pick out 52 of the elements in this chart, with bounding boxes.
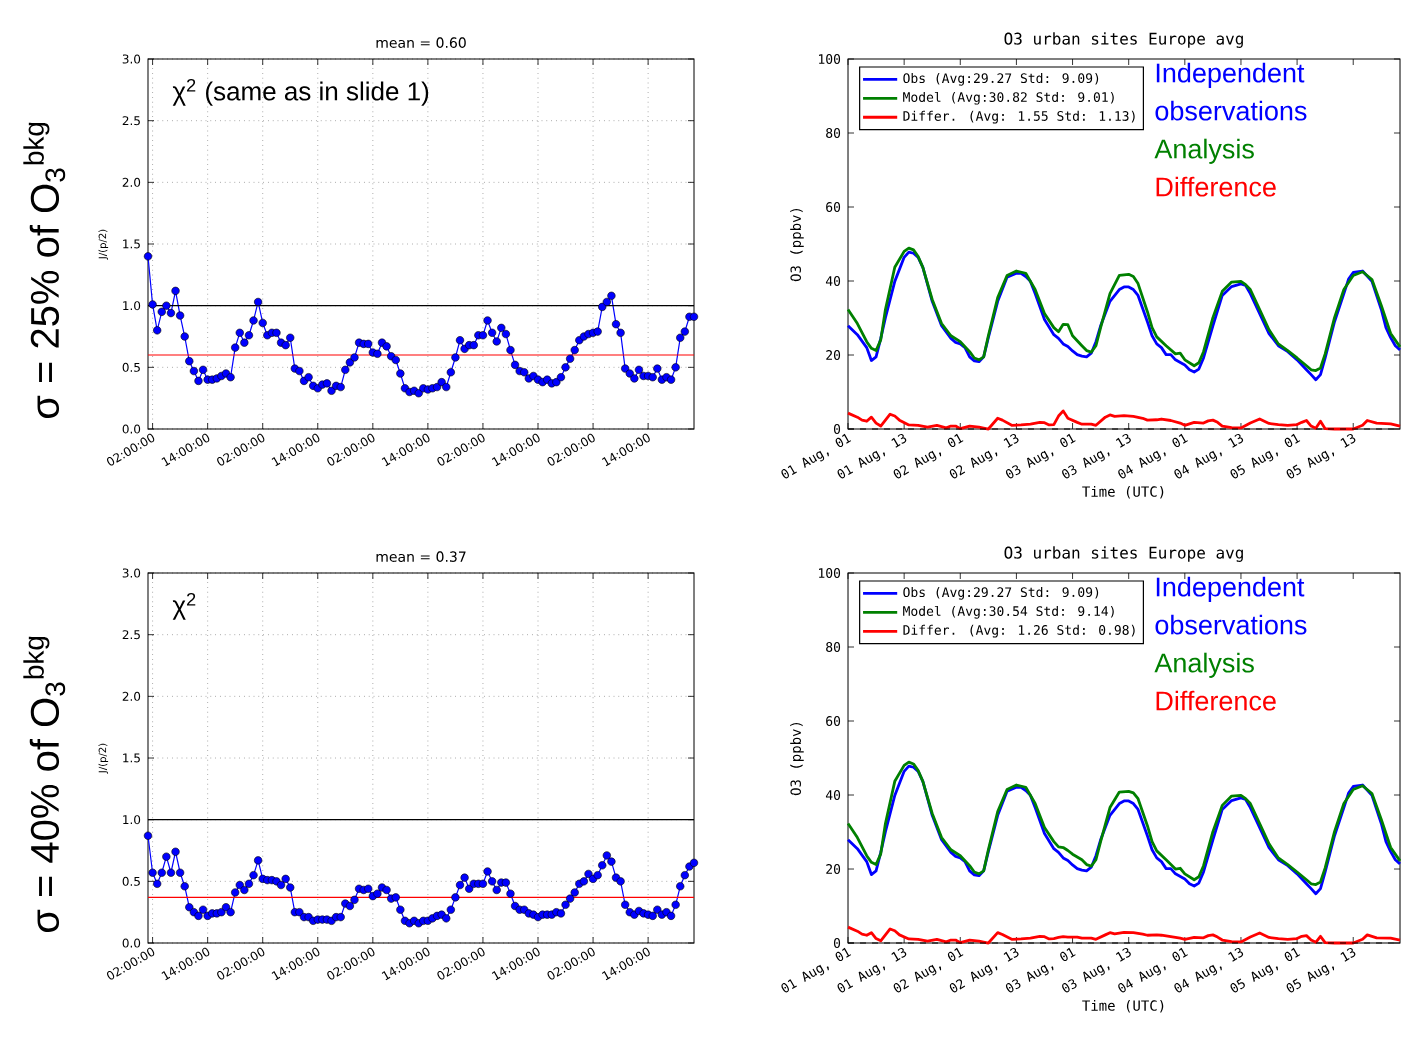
y-tick-label: 2.0 bbox=[122, 691, 141, 701]
chart-title: mean = 0.37 bbox=[376, 551, 466, 562]
annotation: Difference bbox=[1156, 690, 1276, 711]
y-tick-label: 80 bbox=[826, 128, 841, 138]
y-tick-label: 20 bbox=[826, 864, 841, 874]
text: σ = 25% of O$_{3}$bkg bbox=[23, 122, 66, 419]
y-tick-label: 40 bbox=[825, 790, 841, 800]
y-tick-label: 100 bbox=[819, 568, 841, 578]
y-tick-label: 0 bbox=[833, 938, 841, 948]
y-tick-label: 1.5 bbox=[123, 753, 140, 763]
y-tick-label: 1.0 bbox=[123, 815, 141, 825]
y-tick-label: 0 bbox=[833, 424, 841, 434]
annotation: Independent observations bbox=[1155, 62, 1307, 121]
legend-label: Obs (Avg:29.27 Std: 9.09) bbox=[903, 587, 1099, 600]
chart-title: mean = 0.60 bbox=[376, 37, 466, 48]
y-tick-label: 100 bbox=[819, 54, 841, 64]
y-tick-label: 1.0 bbox=[123, 301, 141, 311]
y-tick-label: 60 bbox=[826, 716, 841, 726]
chart-title: O3 urban sites Europe avg bbox=[1004, 546, 1243, 562]
annotation: Analysis bbox=[1154, 652, 1254, 678]
y-tick-label: 0.0 bbox=[122, 424, 141, 434]
y-tick-label: 2.0 bbox=[122, 177, 141, 187]
y-tick-label: 0.0 bbox=[122, 938, 141, 948]
annotation: Difference bbox=[1156, 176, 1276, 197]
y-tick-label: 3.0 bbox=[122, 54, 141, 64]
y-axis-title: O3 (ppbv) bbox=[790, 208, 804, 282]
chart-title: O3 urban sites Europe avg bbox=[1004, 32, 1243, 48]
y-tick-label: 0.5 bbox=[122, 876, 140, 886]
annotation: Analysis bbox=[1154, 138, 1254, 164]
x-axis-title: Time (UTC) bbox=[1082, 1000, 1164, 1013]
legend-label: Obs (Avg:29.27 Std: 9.09) bbox=[903, 73, 1099, 86]
legend-label: Model (Avg:30.82 Std: 9.01) bbox=[903, 91, 1114, 105]
y-tick-label: 2.5 bbox=[122, 630, 140, 640]
annotation: Independent observations bbox=[1155, 576, 1307, 635]
y-tick-label: 1.5 bbox=[123, 239, 140, 249]
annotation: χ$^{2}$ (same as in slide 1) bbox=[172, 78, 429, 106]
y-axis-title: J/(p/2) bbox=[98, 229, 109, 260]
text: σ = 40% of O$_{3}$bkg bbox=[23, 636, 66, 933]
legend-label: Differ. (Avg: 1.55 Std: 1.13) bbox=[903, 110, 1135, 124]
y-tick-label: 0.5 bbox=[122, 362, 140, 372]
legend-label: Model (Avg:30.54 Std: 9.14) bbox=[903, 605, 1114, 619]
y-tick-label: 2.5 bbox=[122, 116, 140, 126]
y-tick-label: 40 bbox=[825, 276, 841, 286]
y-axis-title: J/(p/2) bbox=[98, 743, 109, 774]
y-tick-label: 20 bbox=[826, 350, 841, 360]
y-tick-label: 60 bbox=[826, 202, 841, 212]
y-tick-label: 80 bbox=[826, 642, 841, 652]
y-tick-label: 3.0 bbox=[122, 568, 141, 578]
x-axis-title: Time (UTC) bbox=[1082, 486, 1164, 499]
legend-label: Differ. (Avg: 1.26 Std: 0.98) bbox=[903, 624, 1135, 638]
annotation: χ$^{2}$ bbox=[172, 592, 196, 620]
y-axis-title: O3 (ppbv) bbox=[790, 723, 804, 796]
